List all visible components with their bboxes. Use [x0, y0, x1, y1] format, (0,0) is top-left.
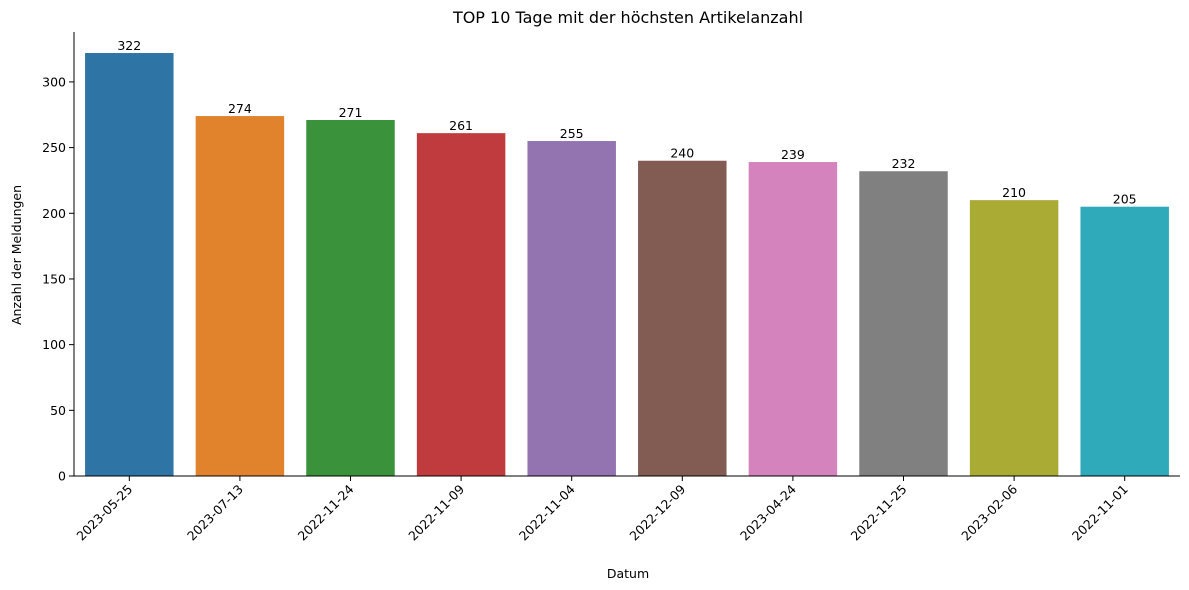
bar-value-label: 274: [228, 101, 252, 116]
bar: [416, 133, 506, 476]
x-tick-label: 2022-11-09: [405, 481, 467, 543]
x-tick-label: 2022-11-01: [1069, 482, 1131, 544]
y-tick-label: 300: [42, 74, 66, 89]
x-tick-label: 2022-12-09: [626, 481, 688, 543]
bar-value-label: 261: [449, 118, 473, 133]
chart-title: TOP 10 Tage mit der höchsten Artikelanza…: [452, 8, 803, 27]
y-tick-label: 200: [42, 206, 66, 221]
bar-value-label: 255: [560, 126, 584, 141]
bar: [85, 53, 174, 476]
bar: [195, 116, 285, 476]
y-tick-label: 0: [58, 469, 66, 484]
y-axis-label: Anzahl der Meldungen: [9, 185, 24, 325]
plot-area: 0 50 100 150 200 250 300 322 2023-05-25 274 2023-0…: [42, 38, 1169, 543]
bar: [748, 162, 838, 476]
x-axis-label: Datum: [607, 566, 649, 581]
bar-value-label: 271: [339, 105, 363, 120]
y-tick-label: 250: [42, 140, 66, 155]
bar-value-label: 322: [117, 38, 141, 53]
bar: [1080, 206, 1169, 476]
bar: [969, 200, 1059, 476]
y-tick-label: 150: [42, 271, 66, 286]
y-tick-label: 50: [50, 403, 66, 418]
x-tick-label: 2022-11-25: [848, 482, 910, 544]
x-tick-label: 2022-11-24: [295, 481, 357, 543]
bar-value-label: 210: [1002, 185, 1026, 200]
x-tick-label: 2023-02-06: [958, 481, 1020, 543]
bar: [859, 171, 948, 476]
x-tick-label: 2023-04-24: [737, 481, 799, 543]
bar-value-label: 240: [670, 146, 694, 161]
x-tick-label: 2022-11-04: [516, 481, 578, 543]
bar-value-label: 232: [892, 156, 916, 171]
bar: [306, 120, 395, 476]
bar: [527, 141, 616, 476]
x-tick-label: 2023-05-25: [73, 482, 135, 544]
bar-value-label: 239: [781, 147, 805, 162]
x-tick-label: 2023-07-13: [184, 482, 246, 544]
y-tick-label: 100: [42, 337, 66, 352]
bar-value-label: 205: [1113, 192, 1137, 207]
bar: [638, 160, 727, 476]
